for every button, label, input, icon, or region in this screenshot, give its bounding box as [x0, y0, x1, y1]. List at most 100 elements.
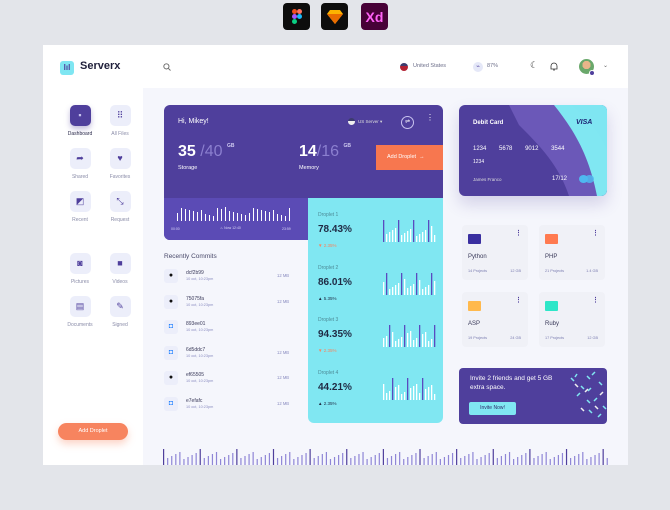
droplet-change: ▼ 2.35% [318, 243, 337, 248]
commit-row[interactable]: ● ef65505 10 oct, 10:23pm 12 MB [164, 371, 304, 397]
commit-date: 10 oct, 10:23pm [186, 328, 214, 332]
spark-bar [404, 325, 406, 347]
bell-icon[interactable] [550, 62, 558, 71]
invite-banner: Invite 2 friends and get 5 GB extra spac… [459, 368, 607, 424]
spark-bar [428, 220, 430, 242]
chevron-down-icon[interactable]: ⌄ [603, 63, 609, 69]
spark-bar [422, 377, 424, 400]
traffic-bar [451, 453, 454, 465]
folder-card-python[interactable]: ⋮ Python 14 Projects 12 GB [462, 225, 528, 280]
card-expiry: 17/12 [552, 176, 568, 182]
sidebar-item-all-files[interactable]: ⠿ All Files [100, 105, 140, 137]
traffic-bar [342, 453, 344, 465]
more-menu-icon[interactable]: ⋮ [592, 230, 599, 237]
sidebar-item-request[interactable]: ⤡ Request [100, 191, 140, 223]
spark-bar [410, 387, 412, 400]
traffic-bar [565, 449, 568, 465]
country-selector[interactable]: United States [413, 63, 447, 69]
dashboard-icon: ▪ [69, 105, 91, 126]
droplet-stat: Droplet 1 78.43% ▼ 2.35% [318, 212, 438, 264]
moon-icon[interactable]: ☾ [530, 60, 539, 70]
search-icon[interactable] [163, 63, 171, 71]
commit-row[interactable]: ◘ 6d5ddc7 10 oct, 10:23pm 12 MB [164, 345, 304, 372]
traffic-bar [350, 458, 352, 465]
timeline-bar [261, 210, 262, 221]
commit-row[interactable]: ● 75075fa 10 oct, 10:23pm 12 MB [164, 294, 304, 321]
settings-toggle-icon[interactable]: ⇌ [401, 116, 414, 129]
traffic-bar [431, 454, 433, 465]
spark-bar [419, 279, 421, 295]
timeline-bar [257, 209, 258, 221]
traffic-bar [285, 454, 287, 465]
time-end: 23:59 [282, 227, 291, 231]
spark-bar [407, 231, 409, 242]
commit-row[interactable]: ◘ 893ee01 10 oct, 10:23pm [164, 320, 304, 346]
droplet-stat: Droplet 2 86.01% ▲ 5.35% [318, 265, 438, 317]
commit-date: 10 oct, 10:23pm [186, 404, 214, 409]
card-title: Debit Card [473, 120, 504, 126]
timeline-bar [185, 209, 186, 221]
traffic-bar [346, 449, 348, 465]
more-menu-icon[interactable]: ⋮ [426, 113, 434, 122]
traffic-bar [578, 454, 580, 465]
spark-bar [395, 386, 397, 400]
traffic-bar [582, 452, 584, 465]
spark-bar [383, 281, 385, 295]
usage-percent: 87% [487, 63, 499, 69]
traffic-bar [561, 453, 564, 465]
sidebar-item-signed[interactable]: ✎ Signed [100, 296, 140, 328]
traffic-bar [338, 455, 340, 465]
server-selector[interactable]: US Server ▾ [358, 119, 383, 124]
folder-card-asp[interactable]: ⋮ ASP 19 Projects 24 GB [462, 292, 528, 347]
timeline-bar [177, 213, 178, 221]
timeline-bar [281, 215, 282, 221]
spark-bar [401, 272, 403, 295]
more-menu-icon[interactable]: ⋮ [592, 297, 599, 304]
spark-bar [416, 338, 418, 347]
commit-row[interactable]: ● dcf2b99 10 oct, 10:23pm 12 MB [164, 269, 304, 295]
time-usage-panel: 00:00 ♨ Now 12:40 23:59 [164, 198, 308, 240]
debit-card[interactable]: Debit Card VISA 1234 5678 9012 3544 1234… [459, 105, 607, 196]
sidebar: lıl Serverx ▪ Dashboard ⠿ All Files ➦ Shared ♥… [43, 45, 143, 465]
commit-row[interactable]: ◘ e7efafc 10 oct, 10:23pm 12 MB [164, 396, 304, 423]
traffic-bar [529, 449, 531, 465]
server-label: US Server [358, 119, 379, 124]
folder-card-ruby[interactable]: ⋮ Ruby 17 Projects 12 GB [539, 292, 605, 347]
timeline-bar [209, 215, 210, 221]
droplet-name: Droplet 4 [318, 369, 339, 376]
sidebar-item-label: Documents [67, 322, 93, 328]
droplet-name: Droplet 3 [318, 317, 339, 323]
traffic-bar [325, 452, 327, 465]
traffic-bar [358, 454, 360, 465]
sidebar-item-shared[interactable]: ➦ Shared [60, 148, 100, 180]
traffic-bar [203, 458, 205, 465]
sidebar-item-pictures[interactable]: ◙ Pictures [60, 253, 100, 285]
commit-size: 12 MB [277, 349, 290, 355]
add-droplet-button[interactable]: Add Droplet → [376, 145, 443, 170]
spark-bar [422, 232, 424, 242]
sidebar-item-documents[interactable]: ▤ Documents [60, 296, 100, 328]
traffic-bar [305, 453, 307, 465]
bitbucket-icon: ◘ [164, 320, 178, 334]
spark-bar [383, 383, 385, 400]
sidebar-add-droplet-button[interactable]: Add Droplet [58, 423, 128, 440]
folder-icon [545, 234, 558, 244]
folder-card-php[interactable]: ⋮ PHP 21 Projects 1.4 GB [539, 225, 605, 280]
sidebar-item-recent[interactable]: ◩ Recent [60, 191, 100, 223]
traffic-bar [264, 455, 266, 465]
traffic-bar [456, 449, 458, 465]
more-menu-icon[interactable]: ⋮ [515, 297, 522, 304]
traffic-bar [496, 458, 498, 465]
sidebar-item-videos[interactable]: ■ Videos [100, 253, 140, 285]
droplet-sparkbars [383, 272, 436, 295]
more-menu-icon[interactable]: ⋮ [515, 230, 522, 237]
traffic-bar [272, 449, 275, 465]
sidebar-item-favorites[interactable]: ♥ Favorites [100, 148, 140, 180]
sidebar-item-dashboard[interactable]: ▪ Dashboard [60, 105, 100, 137]
card-number-extra: 1234 [473, 159, 485, 165]
spark-bar [410, 331, 412, 347]
traffic-bar [163, 449, 165, 465]
traffic-bar [574, 456, 576, 465]
invite-now-button[interactable]: Invite Now! [469, 402, 516, 415]
decorative-pattern [570, 371, 607, 418]
